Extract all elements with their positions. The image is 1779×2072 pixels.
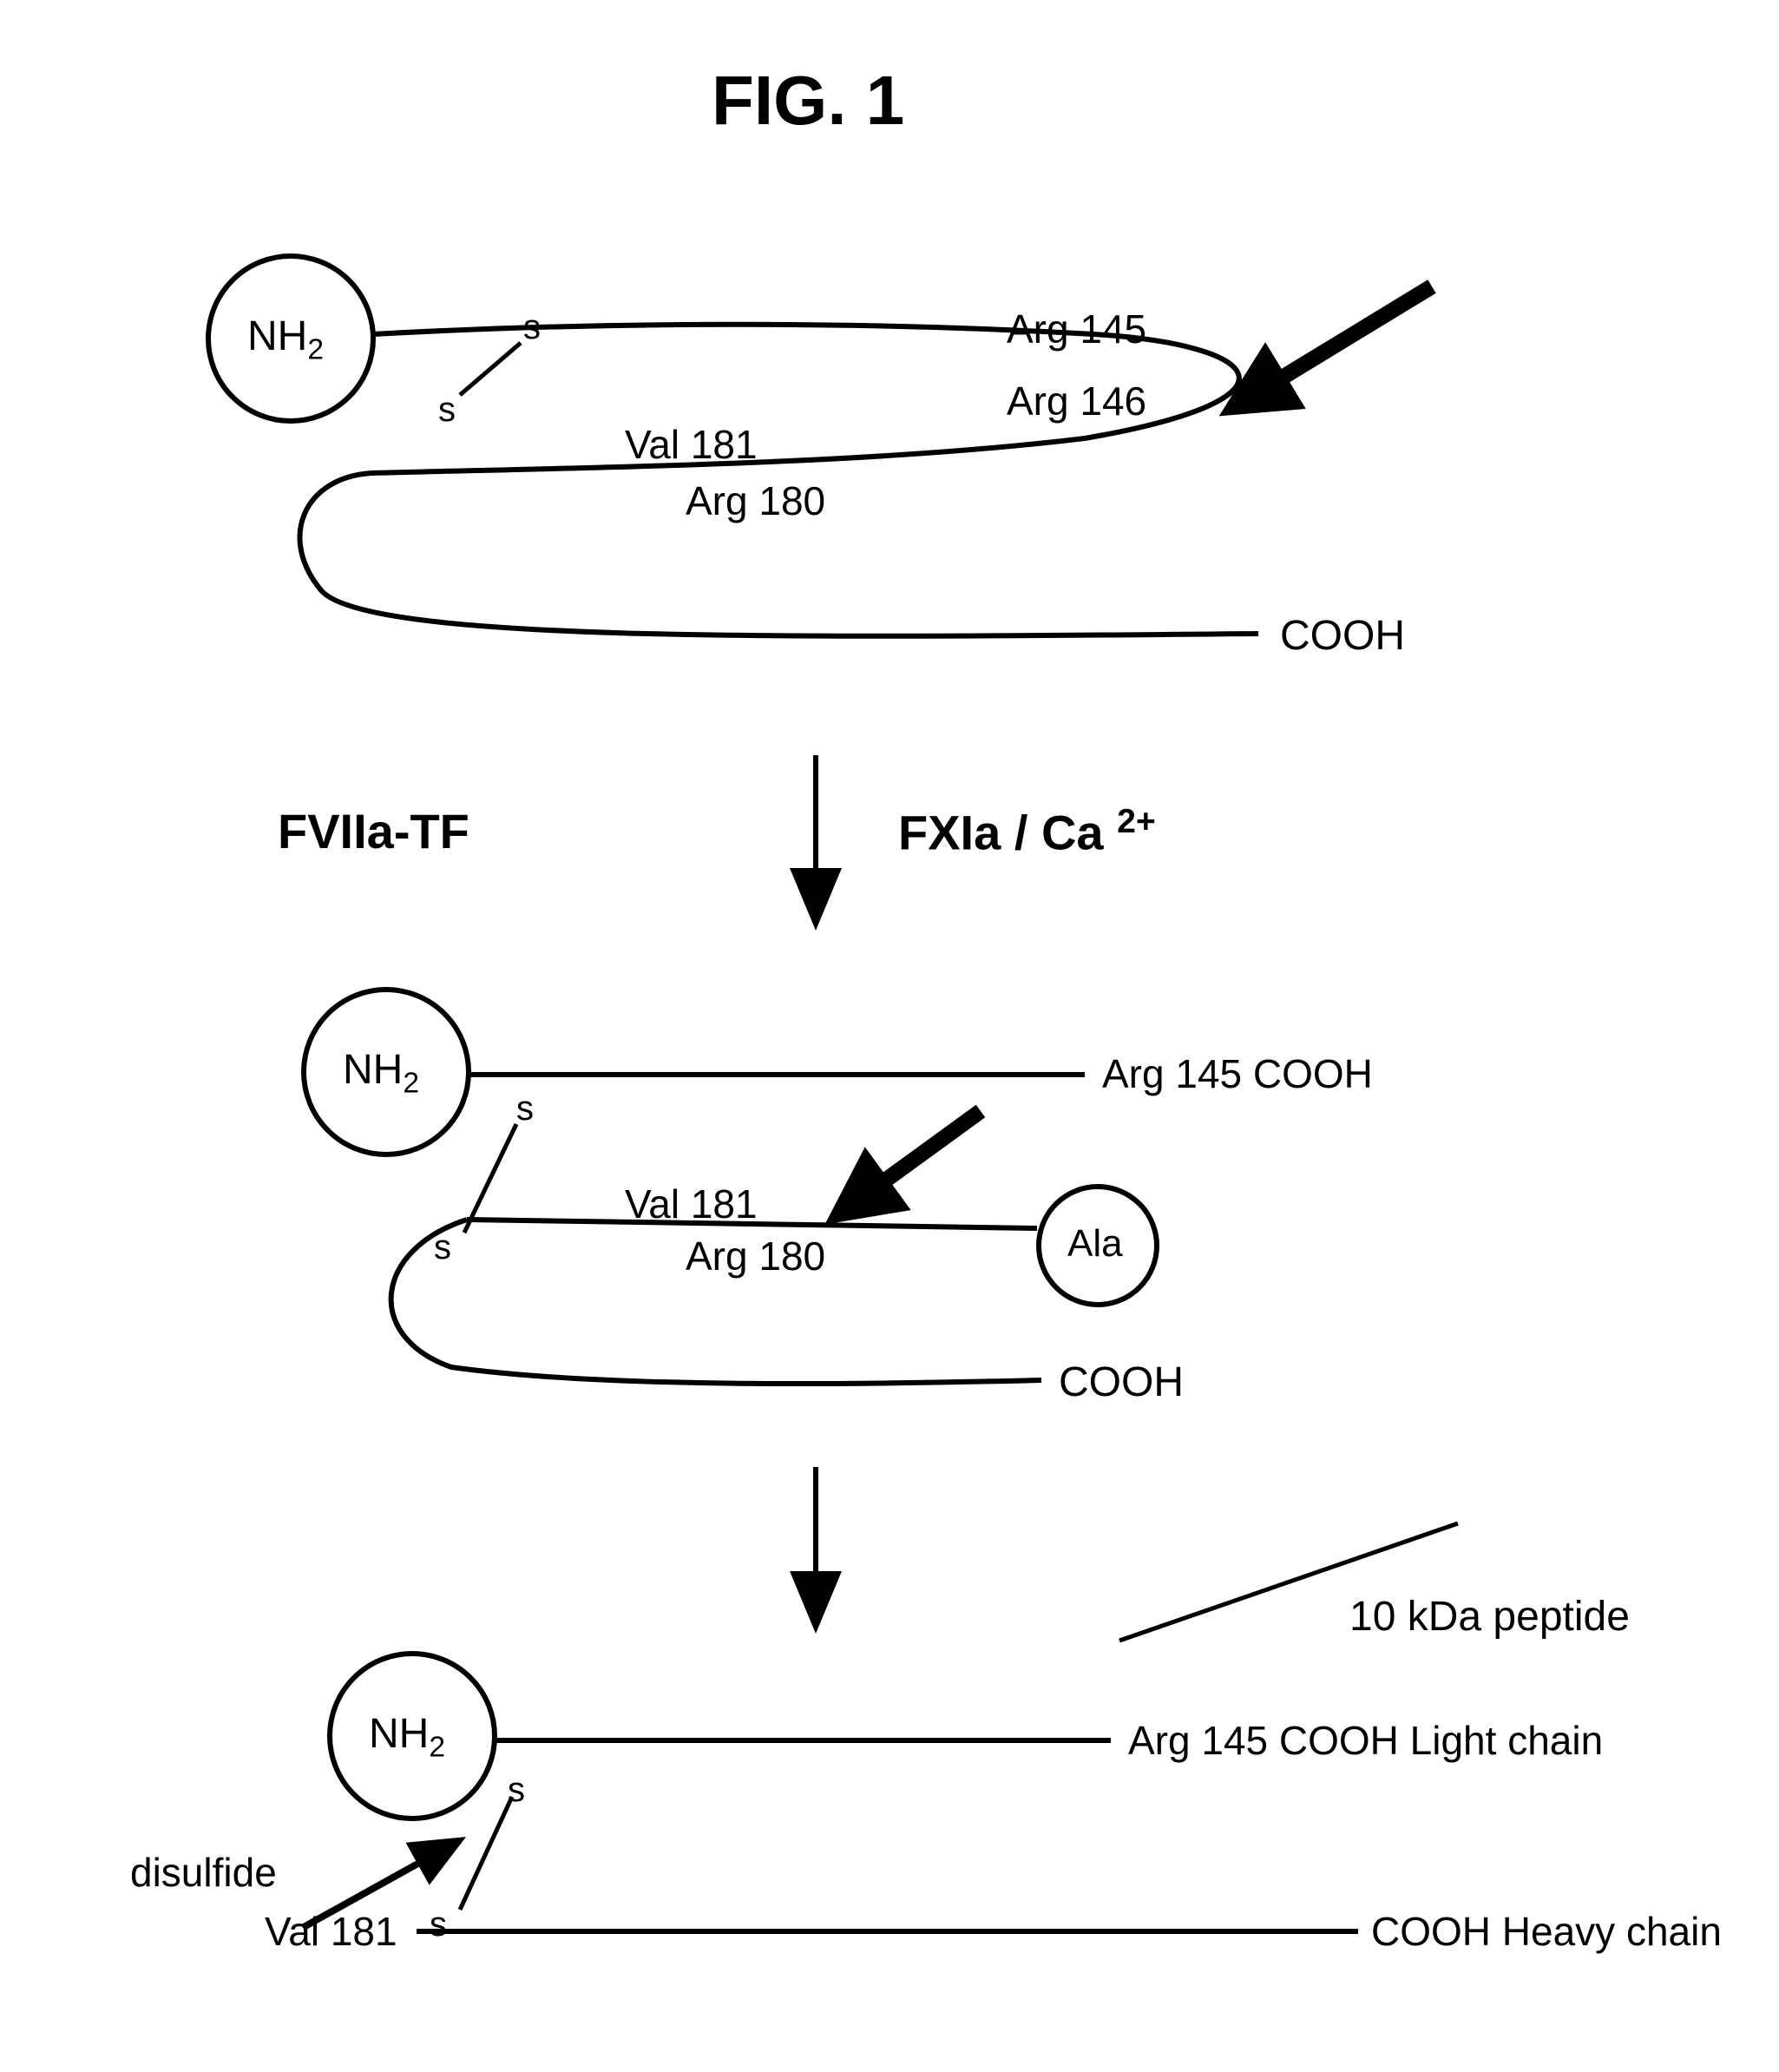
transition1-left-label: FVIIa-TF	[278, 803, 469, 859]
panel3-nh2-label: NH2	[369, 1710, 445, 1765]
panel1-arg146: Arg 146	[1007, 378, 1146, 424]
panel1-cleavage-arrow	[1232, 286, 1432, 408]
panel3-cooh-heavy: COOH Heavy chain	[1371, 1908, 1722, 1955]
panel1-s-lower: s	[438, 391, 456, 430]
panel1-val181: Val 181	[625, 421, 758, 468]
figure-title: FIG. 1	[712, 61, 904, 141]
panel3-disulfide-label: disulfide	[130, 1849, 277, 1896]
panel1-nh2-label: NH2	[247, 312, 324, 367]
panel3-arg145-light: Arg 145 COOH Light chain	[1128, 1717, 1603, 1764]
panel1-arg180: Arg 180	[686, 477, 825, 524]
panel2-s-upper: s	[516, 1089, 534, 1128]
panel2-nh2-label: NH2	[343, 1046, 419, 1101]
panel2-arg145-cooh: Arg 145 COOH	[1102, 1050, 1373, 1097]
panel2-val181: Val 181	[625, 1181, 758, 1227]
peptide-label: 10 kDa peptide	[1349, 1593, 1630, 1641]
panel2-cleavage-arrow	[837, 1111, 981, 1215]
panel2-s-lower: s	[434, 1228, 451, 1267]
panel2-arg180: Arg 180	[686, 1233, 825, 1279]
transition1-right-label: FXIa / Ca 2+	[898, 803, 1156, 861]
panel2-ala: Ala	[1067, 1222, 1123, 1266]
panel1-s-upper: s	[523, 308, 541, 347]
figure-canvas: FIG. 1	[0, 0, 1779, 2072]
panel2-cooh: COOH	[1059, 1358, 1184, 1406]
panel2-disulfide-bond	[464, 1124, 516, 1233]
panel1-arg145: Arg 145	[1007, 306, 1146, 352]
panel3-s-lower: s	[430, 1905, 447, 1944]
panel3-disulfide-bond	[460, 1797, 512, 1910]
panel1-cooh: COOH	[1280, 612, 1405, 660]
panel3-val181: Val 181	[265, 1908, 397, 1955]
panel1-disulfide-bond	[460, 343, 521, 395]
panel3-s-upper: s	[508, 1771, 525, 1810]
